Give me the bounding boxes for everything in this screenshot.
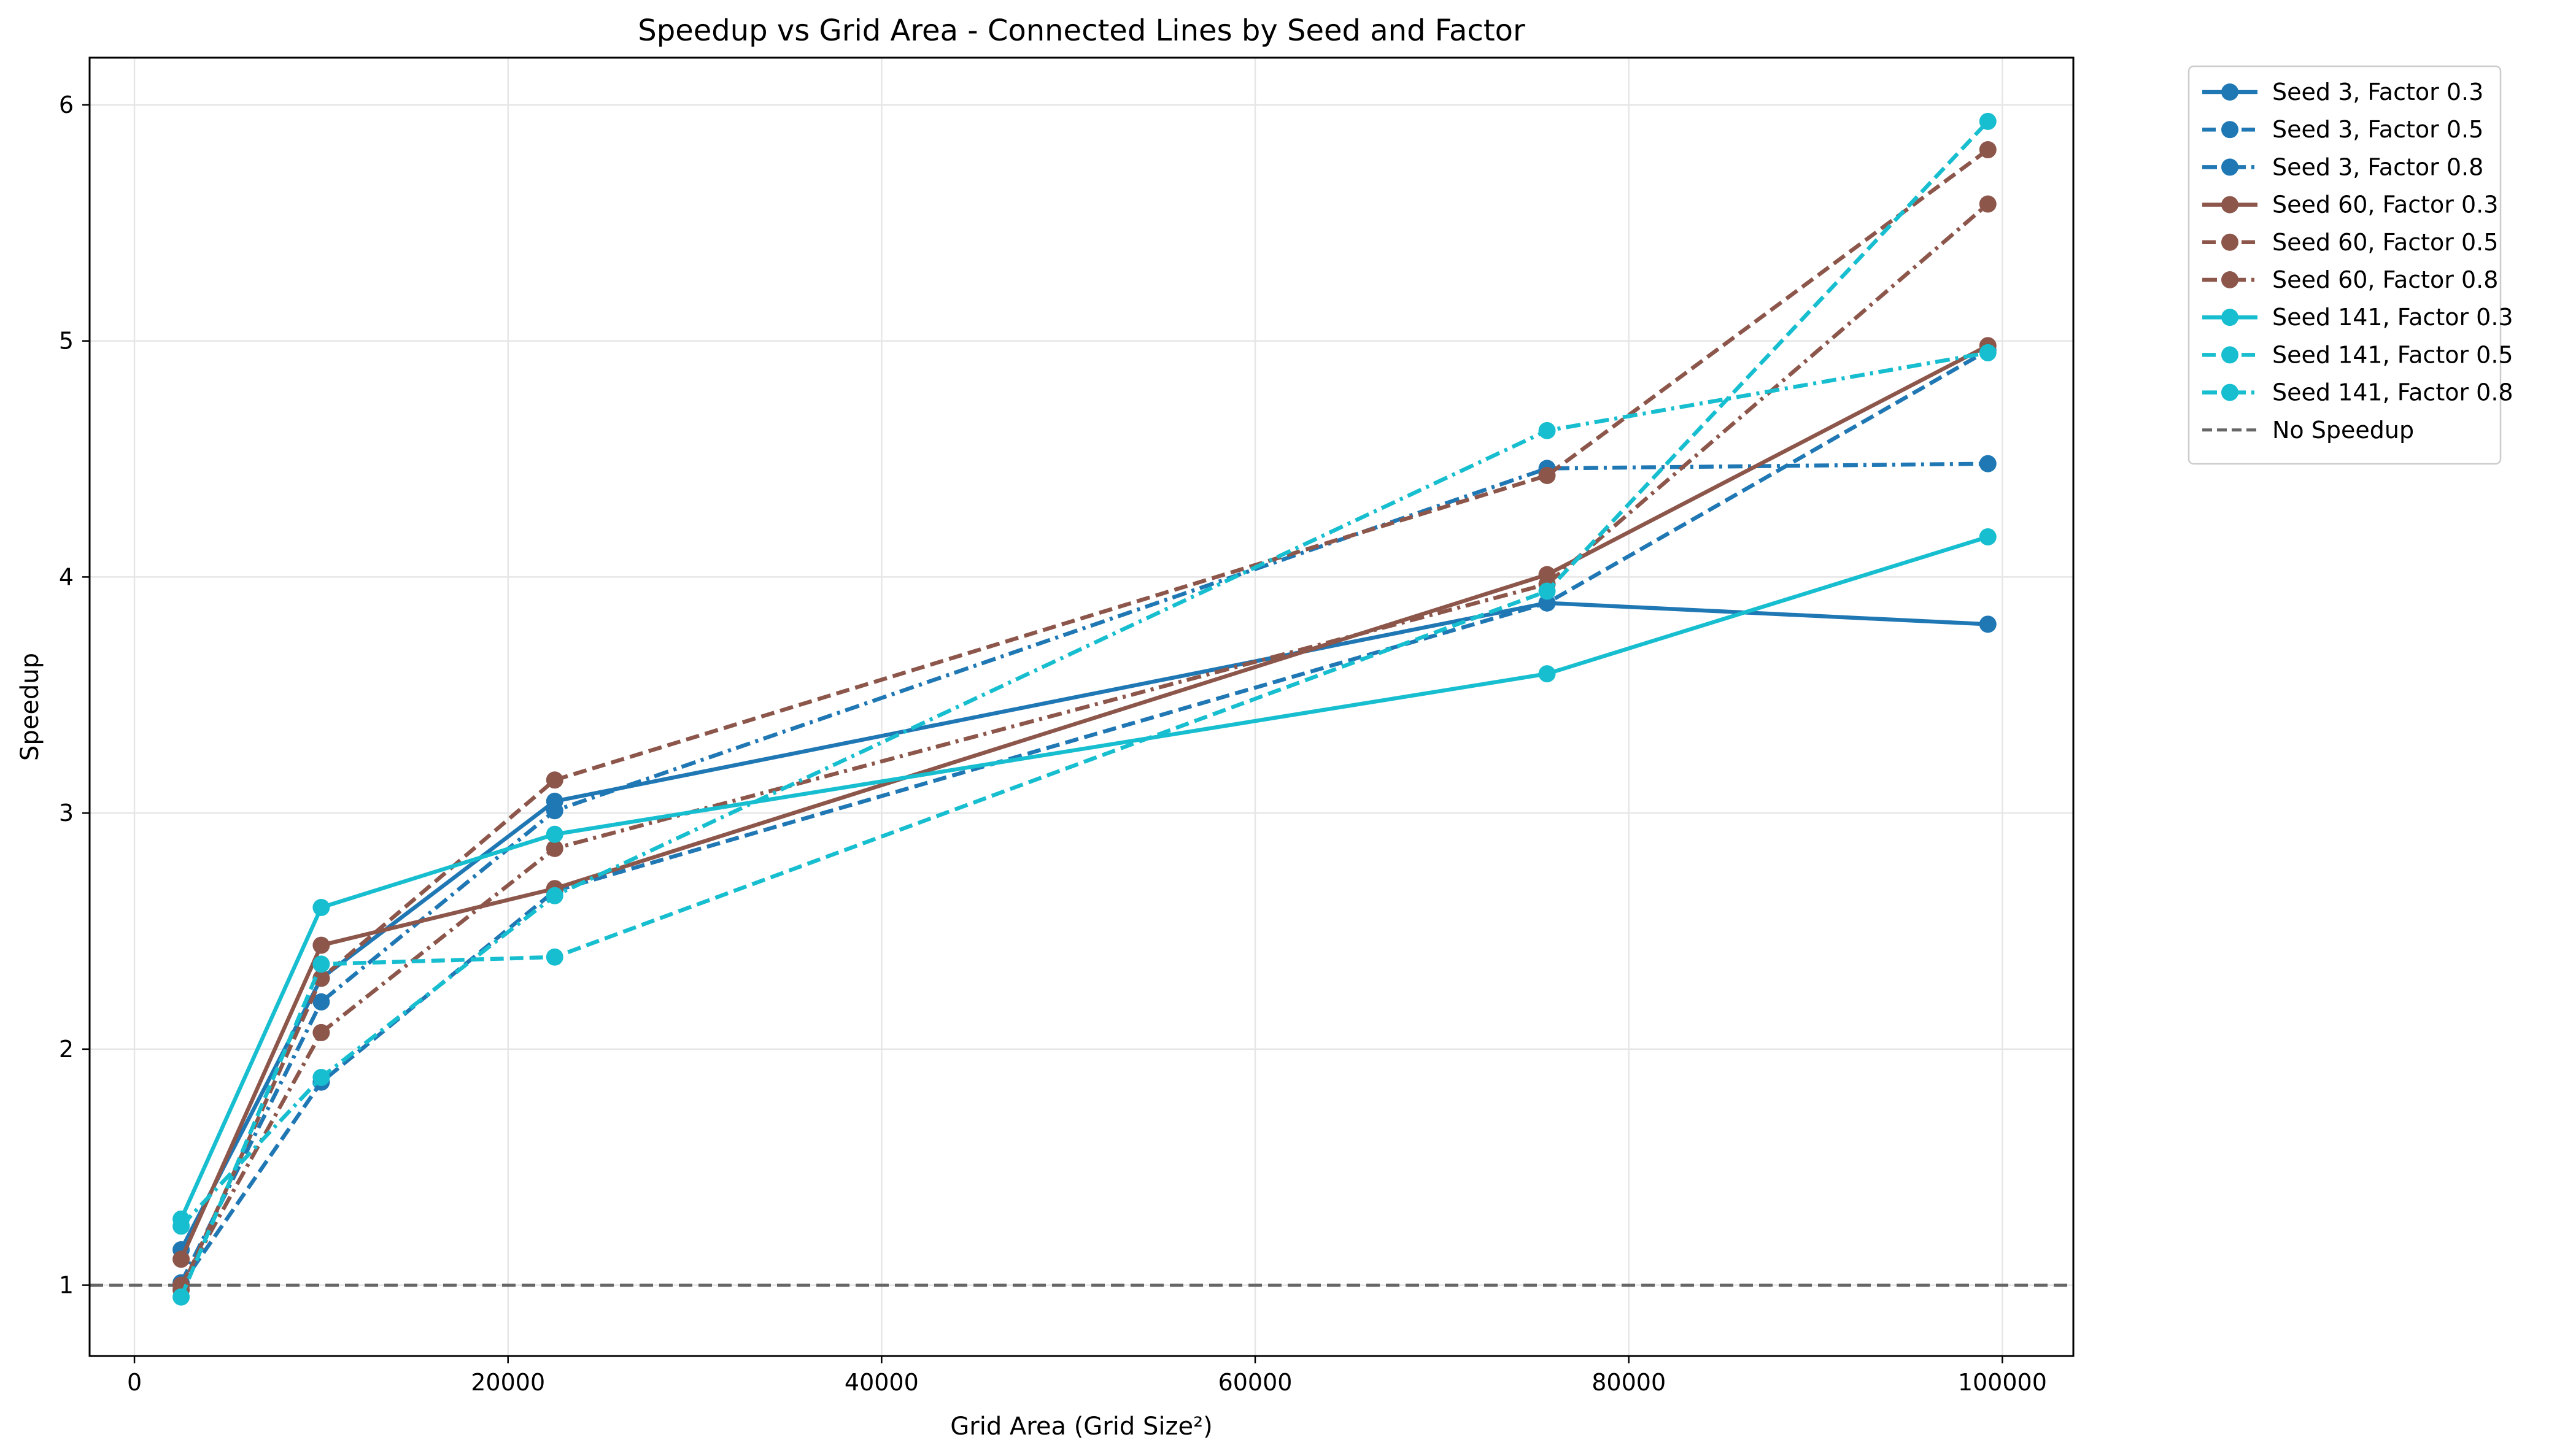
data-point [1979, 141, 1997, 159]
legend-entry: Seed 141, Factor 0.8 [2202, 379, 2513, 406]
legend-label: Seed 3, Factor 0.8 [2272, 153, 2483, 180]
y-tick-label: 1 [59, 1272, 74, 1299]
data-point [546, 948, 563, 966]
data-point [1979, 528, 1997, 545]
legend-entry: Seed 60, Factor 0.5 [2202, 229, 2498, 256]
x-tick-label: 60000 [1218, 1369, 1293, 1396]
data-point [546, 771, 563, 789]
legend-box [2188, 65, 2502, 465]
x-tick-label: 80000 [1592, 1369, 1666, 1396]
chart-title: Speedup vs Grid Area - Connected Lines b… [638, 13, 1525, 48]
data-point [312, 1023, 330, 1041]
data-point [312, 969, 330, 987]
x-axis-label: Grid Area (Grid Size²) [950, 1412, 1212, 1441]
legend-marker [2221, 83, 2238, 101]
legend-entry: Seed 3, Factor 0.8 [2202, 153, 2483, 180]
data-point [1979, 455, 1997, 472]
legend-marker [2221, 158, 2238, 176]
series-group [172, 112, 1997, 1306]
y-tick-label: 6 [59, 91, 74, 118]
y-tick-label: 4 [59, 563, 74, 590]
data-point [546, 887, 563, 904]
legend-entry: Seed 141, Factor 0.5 [2202, 341, 2513, 368]
legend-marker [2221, 271, 2238, 288]
data-point [546, 839, 563, 857]
tick-layer: 0 20000 40000 60000 80000 100000 1 2 3 4 5 6 [59, 91, 2047, 1396]
data-point [1979, 112, 1997, 130]
x-tick-label: 100000 [1958, 1369, 2047, 1396]
data-point [172, 1250, 190, 1268]
data-point [1538, 422, 1556, 439]
legend-label: Seed 141, Factor 0.8 [2272, 379, 2513, 406]
legend-label: Seed 60, Factor 0.8 [2272, 266, 2498, 293]
series-line [179, 148, 1989, 1291]
series-group [172, 344, 1997, 1235]
legend-marker [2221, 346, 2238, 364]
legend-label: Seed 141, Factor 0.5 [2272, 341, 2513, 368]
data-point [312, 936, 330, 954]
legend-label: Seed 3, Factor 0.5 [2272, 116, 2483, 143]
legend-entry: Seed 60, Factor 0.3 [2202, 191, 2498, 218]
y-tick-label: 5 [59, 328, 74, 355]
x-tick-label: 20000 [471, 1369, 545, 1396]
grid-layer [90, 58, 2073, 1356]
y-tick-label: 3 [59, 799, 74, 826]
data-point [172, 1217, 190, 1235]
data-point [312, 955, 330, 973]
y-axis-label: Speedup [16, 653, 44, 761]
series-line [179, 349, 1989, 1287]
data-point [312, 993, 330, 1011]
legend-label: No Speedup [2272, 417, 2414, 444]
x-tick-label: 0 [127, 1369, 142, 1396]
series-layer [172, 112, 1997, 1306]
legend-marker [2221, 233, 2238, 251]
data-point [1979, 195, 1997, 213]
legend-entry: Seed 60, Factor 0.8 [2202, 266, 2498, 293]
data-point [1538, 466, 1556, 484]
legend-marker [2221, 196, 2238, 214]
data-point [312, 1069, 330, 1087]
data-point [172, 1288, 190, 1306]
legend-marker [2221, 121, 2238, 139]
legend-label: Seed 3, Factor 0.3 [2272, 79, 2483, 106]
legend-label: Seed 141, Factor 0.3 [2272, 304, 2513, 331]
plot-frame [88, 56, 2075, 1357]
legend-entry: Seed 141, Factor 0.3 [2202, 304, 2513, 331]
y-tick-label: 2 [59, 1036, 74, 1063]
data-point [546, 825, 563, 843]
legend-label: Seed 60, Factor 0.3 [2272, 191, 2498, 218]
legend: Seed 3, Factor 0.3 Seed 3, Factor 0.5 Seed… [2188, 65, 2513, 465]
data-point [1979, 344, 1997, 361]
legend-marker [2221, 309, 2238, 326]
legend-label: Seed 60, Factor 0.5 [2272, 229, 2498, 256]
data-point [1538, 594, 1556, 612]
data-point [312, 899, 330, 917]
legend-marker [2221, 383, 2238, 401]
x-tick-label: 40000 [845, 1369, 919, 1396]
legend-entry: No Speedup [2202, 417, 2414, 444]
data-point [1538, 582, 1556, 600]
data-point [1538, 665, 1556, 683]
data-point [1979, 615, 1997, 633]
legend-entry: Seed 3, Factor 0.3 [2202, 79, 2483, 106]
data-point [546, 802, 563, 820]
legend-entry: Seed 3, Factor 0.5 [2202, 116, 2483, 143]
